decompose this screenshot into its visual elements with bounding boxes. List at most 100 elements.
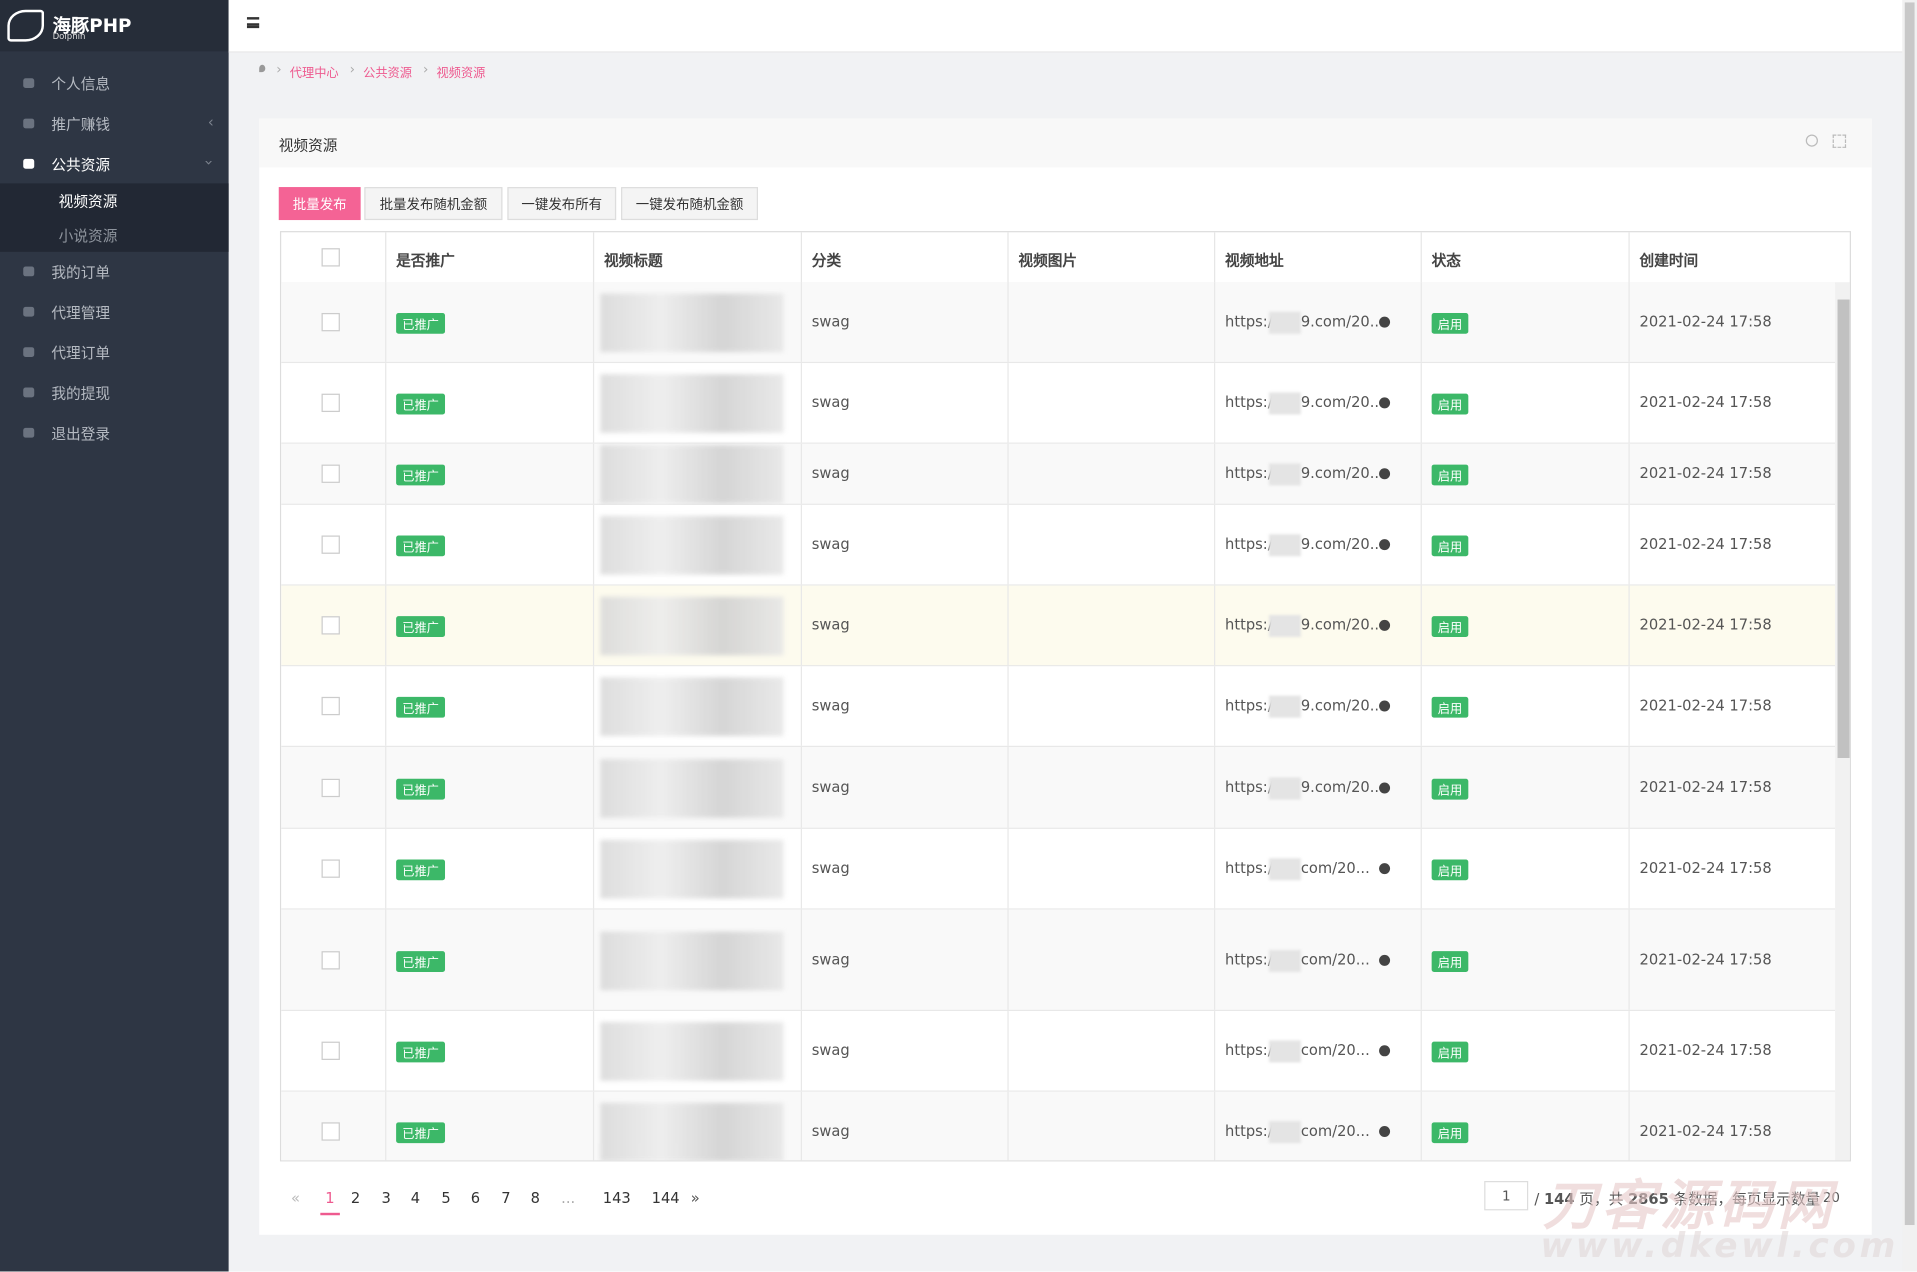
sidebar: 海豚PHP Dolphin 个人信息 推广赚钱 ‹ 公共资源 ‹ 视频资源 小说资源 我的订单 代理… <box>0 0 229 1272</box>
help-icon[interactable] <box>1379 1125 1391 1137</box>
column-header: 分类 <box>811 251 842 269</box>
checkbox[interactable] <box>321 1122 340 1141</box>
menu-icon <box>23 306 35 317</box>
page-next[interactable]: » <box>690 1189 700 1207</box>
column-border <box>385 282 387 362</box>
column-border <box>385 443 387 504</box>
created-time: 2021-02-24 17:58 <box>1639 1122 1772 1140</box>
column-border <box>385 909 387 1010</box>
breadcrumb-link[interactable]: 公共资源 <box>363 67 413 81</box>
checkbox[interactable] <box>321 859 340 878</box>
table-row: 已推广 swag https://lt com/20... 启用 2021-02-24 1… <box>281 1011 1836 1092</box>
category: swag <box>811 464 850 482</box>
help-icon[interactable] <box>1379 316 1391 328</box>
page-link[interactable]: 1 <box>320 1190 340 1216</box>
column-border <box>385 828 387 909</box>
checkbox[interactable] <box>321 1041 340 1060</box>
help-icon[interactable] <box>1379 781 1391 793</box>
checkbox[interactable] <box>321 696 340 716</box>
column-border <box>1007 282 1009 362</box>
page-link[interactable]: 3 <box>381 1189 391 1207</box>
url-blur <box>1269 463 1301 486</box>
help-icon[interactable] <box>1379 700 1391 712</box>
action-button[interactable]: 批量发布 <box>278 187 361 221</box>
column-border <box>1420 504 1422 585</box>
page-size[interactable]: 20 <box>1822 1189 1840 1206</box>
help-icon[interactable] <box>1379 397 1391 409</box>
browser-scroll-thumb[interactable] <box>1904 2 1915 1226</box>
checkbox[interactable] <box>321 312 340 332</box>
action-button[interactable]: 批量发布随机金额 <box>364 187 503 221</box>
status-tag: 启用 <box>1431 616 1469 637</box>
checkbox[interactable] <box>321 393 340 413</box>
checkbox[interactable] <box>321 248 340 267</box>
page-link[interactable]: 143 <box>602 1189 631 1207</box>
column-border <box>1007 504 1009 585</box>
status-tag: 启用 <box>1431 778 1469 799</box>
page-link[interactable]: 7 <box>501 1189 511 1207</box>
breadcrumb-link[interactable]: 视频资源 <box>436 67 486 81</box>
help-icon[interactable] <box>1379 619 1391 631</box>
help-icon[interactable] <box>1379 863 1391 875</box>
menu-item[interactable]: 代理管理 <box>51 304 111 322</box>
menu-toggle[interactable] <box>246 17 260 29</box>
page-link[interactable]: 2 <box>350 1189 361 1207</box>
action-button[interactable]: 一键发布所有 <box>507 187 617 221</box>
page-link[interactable]: 5 <box>441 1189 451 1207</box>
page-input[interactable]: 1 <box>1484 1181 1529 1211</box>
logo-sub: Dolphin <box>52 31 86 42</box>
top-header <box>228 0 1903 53</box>
checkbox[interactable] <box>321 616 340 635</box>
action-button[interactable]: 一键发布随机金额 <box>621 187 758 221</box>
page-link[interactable]: ... <box>561 1189 576 1207</box>
checkbox[interactable] <box>321 535 340 554</box>
column-border <box>1214 585 1216 666</box>
page-prev[interactable]: « <box>290 1189 300 1207</box>
help-icon[interactable] <box>1379 539 1391 551</box>
title-blur <box>600 758 784 818</box>
promoted-tag: 已推广 <box>396 312 446 334</box>
page-link[interactable]: 6 <box>470 1189 481 1207</box>
page-link[interactable]: 8 <box>530 1189 540 1207</box>
refresh-icon[interactable] <box>1805 134 1818 147</box>
page-link[interactable]: 144 <box>651 1189 680 1207</box>
menu-item[interactable]: 退出登录 <box>51 425 111 443</box>
page-link[interactable]: 4 <box>410 1189 421 1207</box>
help-icon[interactable] <box>1379 1045 1391 1057</box>
column-border <box>1628 828 1630 909</box>
checkbox[interactable] <box>321 778 340 797</box>
menu-item[interactable]: 推广赚钱 <box>51 116 111 134</box>
help-icon[interactable] <box>1379 468 1391 480</box>
category: swag <box>811 950 850 968</box>
column-border <box>1628 363 1630 443</box>
breadcrumb-sep: › <box>349 61 356 78</box>
checkbox[interactable] <box>321 950 340 969</box>
menu-item[interactable]: 代理订单 <box>51 344 111 362</box>
status-tag: 启用 <box>1431 859 1469 881</box>
watermark-name: 刀客源码网 <box>1542 1174 1837 1238</box>
menu-icon <box>23 387 35 398</box>
menu-item[interactable]: 个人信息 <box>51 75 111 93</box>
fullscreen-icon[interactable] <box>1832 134 1847 148</box>
menu-item[interactable]: 我的提现 <box>51 385 111 403</box>
menu-item[interactable]: 我的订单 <box>51 264 111 282</box>
breadcrumb-link[interactable]: 代理中心 <box>289 67 339 81</box>
summary-part: 2865 <box>1627 1190 1669 1208</box>
scrollbar-thumb[interactable] <box>1837 299 1850 758</box>
help-icon[interactable] <box>1379 954 1391 966</box>
category: swag <box>811 1122 850 1140</box>
table-header-row: 是否推广 视频标题 分类 视频图片 视频地址 状态 创建时间 <box>281 232 1850 284</box>
column-border <box>800 585 803 666</box>
url-end: 9.com/20... <box>1300 312 1384 331</box>
url-blur <box>1269 858 1301 881</box>
submenu-item[interactable]: 视频资源 <box>58 193 118 211</box>
url-end: com/20... <box>1300 1041 1370 1059</box>
column-border <box>385 232 387 283</box>
checkbox[interactable] <box>321 464 340 483</box>
submenu-item[interactable]: 小说资源 <box>58 227 118 245</box>
title-blur <box>600 1102 784 1161</box>
menu-item[interactable]: 公共资源 <box>51 156 111 174</box>
column-border <box>385 504 387 585</box>
column-border <box>592 1011 595 1091</box>
